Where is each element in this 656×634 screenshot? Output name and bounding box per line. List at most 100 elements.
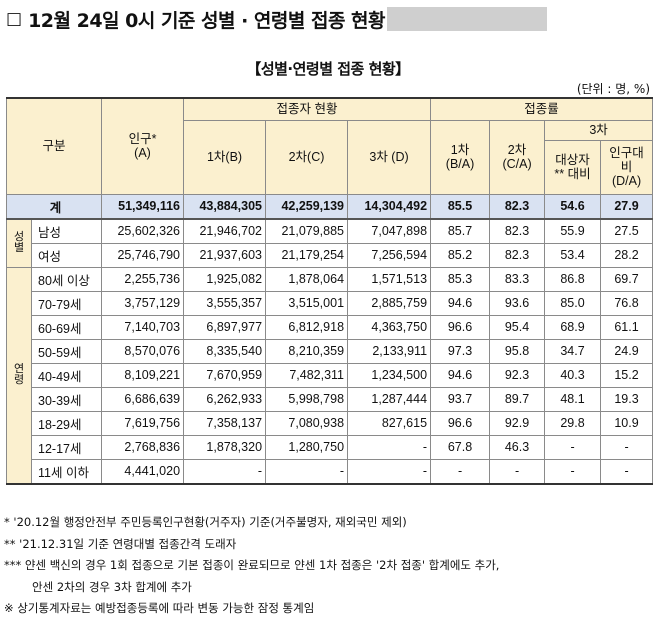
total-r1: 85.5 <box>430 193 491 220</box>
age-label: 40-49세 <box>30 362 103 388</box>
age-label: 80세 이상 <box>30 266 103 292</box>
age-pop: 2,255,736 <box>101 266 185 292</box>
age-d3: 2,133,911 <box>347 338 432 364</box>
age-r3t: 86.8 <box>544 266 602 292</box>
age-d2: 7,482,311 <box>265 362 349 388</box>
age-r3t: 85.0 <box>544 290 602 316</box>
age-d2: - <box>265 458 349 484</box>
age-r3p: 24.9 <box>600 338 654 364</box>
age-r1: 94.6 <box>430 290 491 316</box>
header-population: 인구* (A) <box>101 97 185 195</box>
age-label: 70-79세 <box>30 290 103 316</box>
age-d1: - <box>183 458 267 484</box>
age-d2: 1,280,750 <box>265 434 349 460</box>
sex-d2: 21,179,254 <box>265 242 349 268</box>
age-r3t: - <box>544 458 602 484</box>
age-row: 12-17세 2,768,836 1,878,320 1,280,750-67.8 46… <box>7 434 654 460</box>
age-r3p: 76.8 <box>600 290 654 316</box>
age-r1: 97.3 <box>430 338 491 364</box>
age-pop: 6,686,639 <box>101 386 185 412</box>
footnotes: * '20.12월 행정안전부 주민등록인구현황(거주자) 기준(거주불명자, … <box>4 512 652 620</box>
header-dose1: 1차(B) <box>183 119 267 195</box>
header-dose3-group: 3차 <box>544 119 654 141</box>
age-d1: 7,670,959 <box>183 362 267 388</box>
header-dose2: 2차(C) <box>265 119 349 195</box>
total-d3: 14,304,492 <box>347 193 432 220</box>
unit-label: (단위 : 명, %) <box>576 82 650 96</box>
age-r1: - <box>430 458 491 484</box>
age-label: 50-59세 <box>30 338 103 364</box>
sex-r2: 82.3 <box>489 218 546 244</box>
header-pop-ratio-l1: 인구대 <box>609 146 644 160</box>
age-r1: 96.6 <box>430 410 491 436</box>
redacted-block <box>387 7 548 31</box>
age-d3: 1,287,444 <box>347 386 432 412</box>
age-label: 30-39세 <box>30 386 103 412</box>
age-r2: 95.4 <box>489 314 546 340</box>
sex-d1: 21,937,603 <box>183 242 267 268</box>
age-pop: 7,619,756 <box>101 410 185 436</box>
header-population-label: 인구* <box>128 132 157 147</box>
header-pop-ratio: 인구대 비 (D/A) <box>600 139 654 195</box>
sex-r3t: 53.4 <box>544 242 602 268</box>
age-r3t: 68.9 <box>544 314 602 340</box>
age-label: 11세 이하 <box>30 458 103 484</box>
sex-r1: 85.2 <box>430 242 491 268</box>
age-r2: 95.8 <box>489 338 546 364</box>
age-d3: 2,885,759 <box>347 290 432 316</box>
sex-r1: 85.7 <box>430 218 491 244</box>
header-rate2-label: 2차 <box>507 143 527 157</box>
sex-r3t: 55.9 <box>544 218 602 244</box>
heading-title: 12월 24일 0시 기준 성별 · 연령별 접종 현황 <box>28 9 386 32</box>
age-r3p: - <box>600 434 654 460</box>
age-row: 11세 이하 4,441,020- - - - - - - <box>7 458 654 484</box>
header-population-sub: (A) <box>134 146 151 161</box>
header-gubun: 구분 <box>5 97 103 195</box>
age-r1: 96.6 <box>430 314 491 340</box>
age-d3: 827,615 <box>347 410 432 436</box>
age-r1: 93.7 <box>430 386 491 412</box>
table-title: 【성별·연령별 접종 현황】 <box>246 60 410 78</box>
age-r3p: 61.1 <box>600 314 654 340</box>
age-row: 50-59세 8,570,076 8,335,540 8,210,359 2,133,9… <box>7 338 654 364</box>
age-r2: 93.6 <box>489 290 546 316</box>
header-target-ratio: 대상자 ** 대비 <box>544 139 602 195</box>
age-r2: 83.3 <box>489 266 546 292</box>
sex-d1: 21,946,702 <box>183 218 267 244</box>
age-r2: 46.3 <box>489 434 546 460</box>
header-rate1-sub: (B/A) <box>445 157 475 171</box>
footnote: *** 얀센 백신의 경우 1회 접종으로 기본 접종이 완료되므로 얀센 1차… <box>4 558 500 572</box>
sex-d3: 7,047,898 <box>347 218 432 244</box>
age-pop: 4,441,020 <box>101 458 185 484</box>
age-r2: 89.7 <box>489 386 546 412</box>
age-d1: 1,925,082 <box>183 266 267 292</box>
header-pop-ratio-l2: 비 <box>620 160 633 174</box>
heading-marker: □ <box>6 9 23 29</box>
age-r1: 94.6 <box>430 362 491 388</box>
total-r3p: 27.9 <box>600 193 654 220</box>
age-d1: 6,262,933 <box>183 386 267 412</box>
age-label: 12-17세 <box>30 434 103 460</box>
age-d3: 1,234,500 <box>347 362 432 388</box>
header-dose3: 3차 (D) <box>347 119 432 195</box>
age-r2: 92.3 <box>489 362 546 388</box>
age-r3t: 34.7 <box>544 338 602 364</box>
age-r3p: 69.7 <box>600 266 654 292</box>
header-rate2: 2차 (C/A) <box>489 119 546 195</box>
age-row: 40-49세 8,109,221 7,670,959 7,482,311 1,234,5… <box>7 362 654 388</box>
age-row: 18-29세 7,619,756 7,358,137 7,080,938 827,615… <box>7 410 654 436</box>
sex-row: 여성 25,746,790 21,937,603 21,179,254 7,256,59… <box>7 242 654 268</box>
age-d1: 1,878,320 <box>183 434 267 460</box>
age-d1: 8,335,540 <box>183 338 267 364</box>
header-pop-ratio-l3: (D/A) <box>611 174 642 188</box>
footnote: * '20.12월 행정안전부 주민등록인구현황(거주자) 기준(거주불명자, … <box>4 515 407 529</box>
age-r3t: 48.1 <box>544 386 602 412</box>
total-d2: 42,259,139 <box>265 193 349 220</box>
age-r1: 67.8 <box>430 434 491 460</box>
age-d1: 6,897,977 <box>183 314 267 340</box>
age-pop: 8,109,221 <box>101 362 185 388</box>
age-d2: 5,998,798 <box>265 386 349 412</box>
